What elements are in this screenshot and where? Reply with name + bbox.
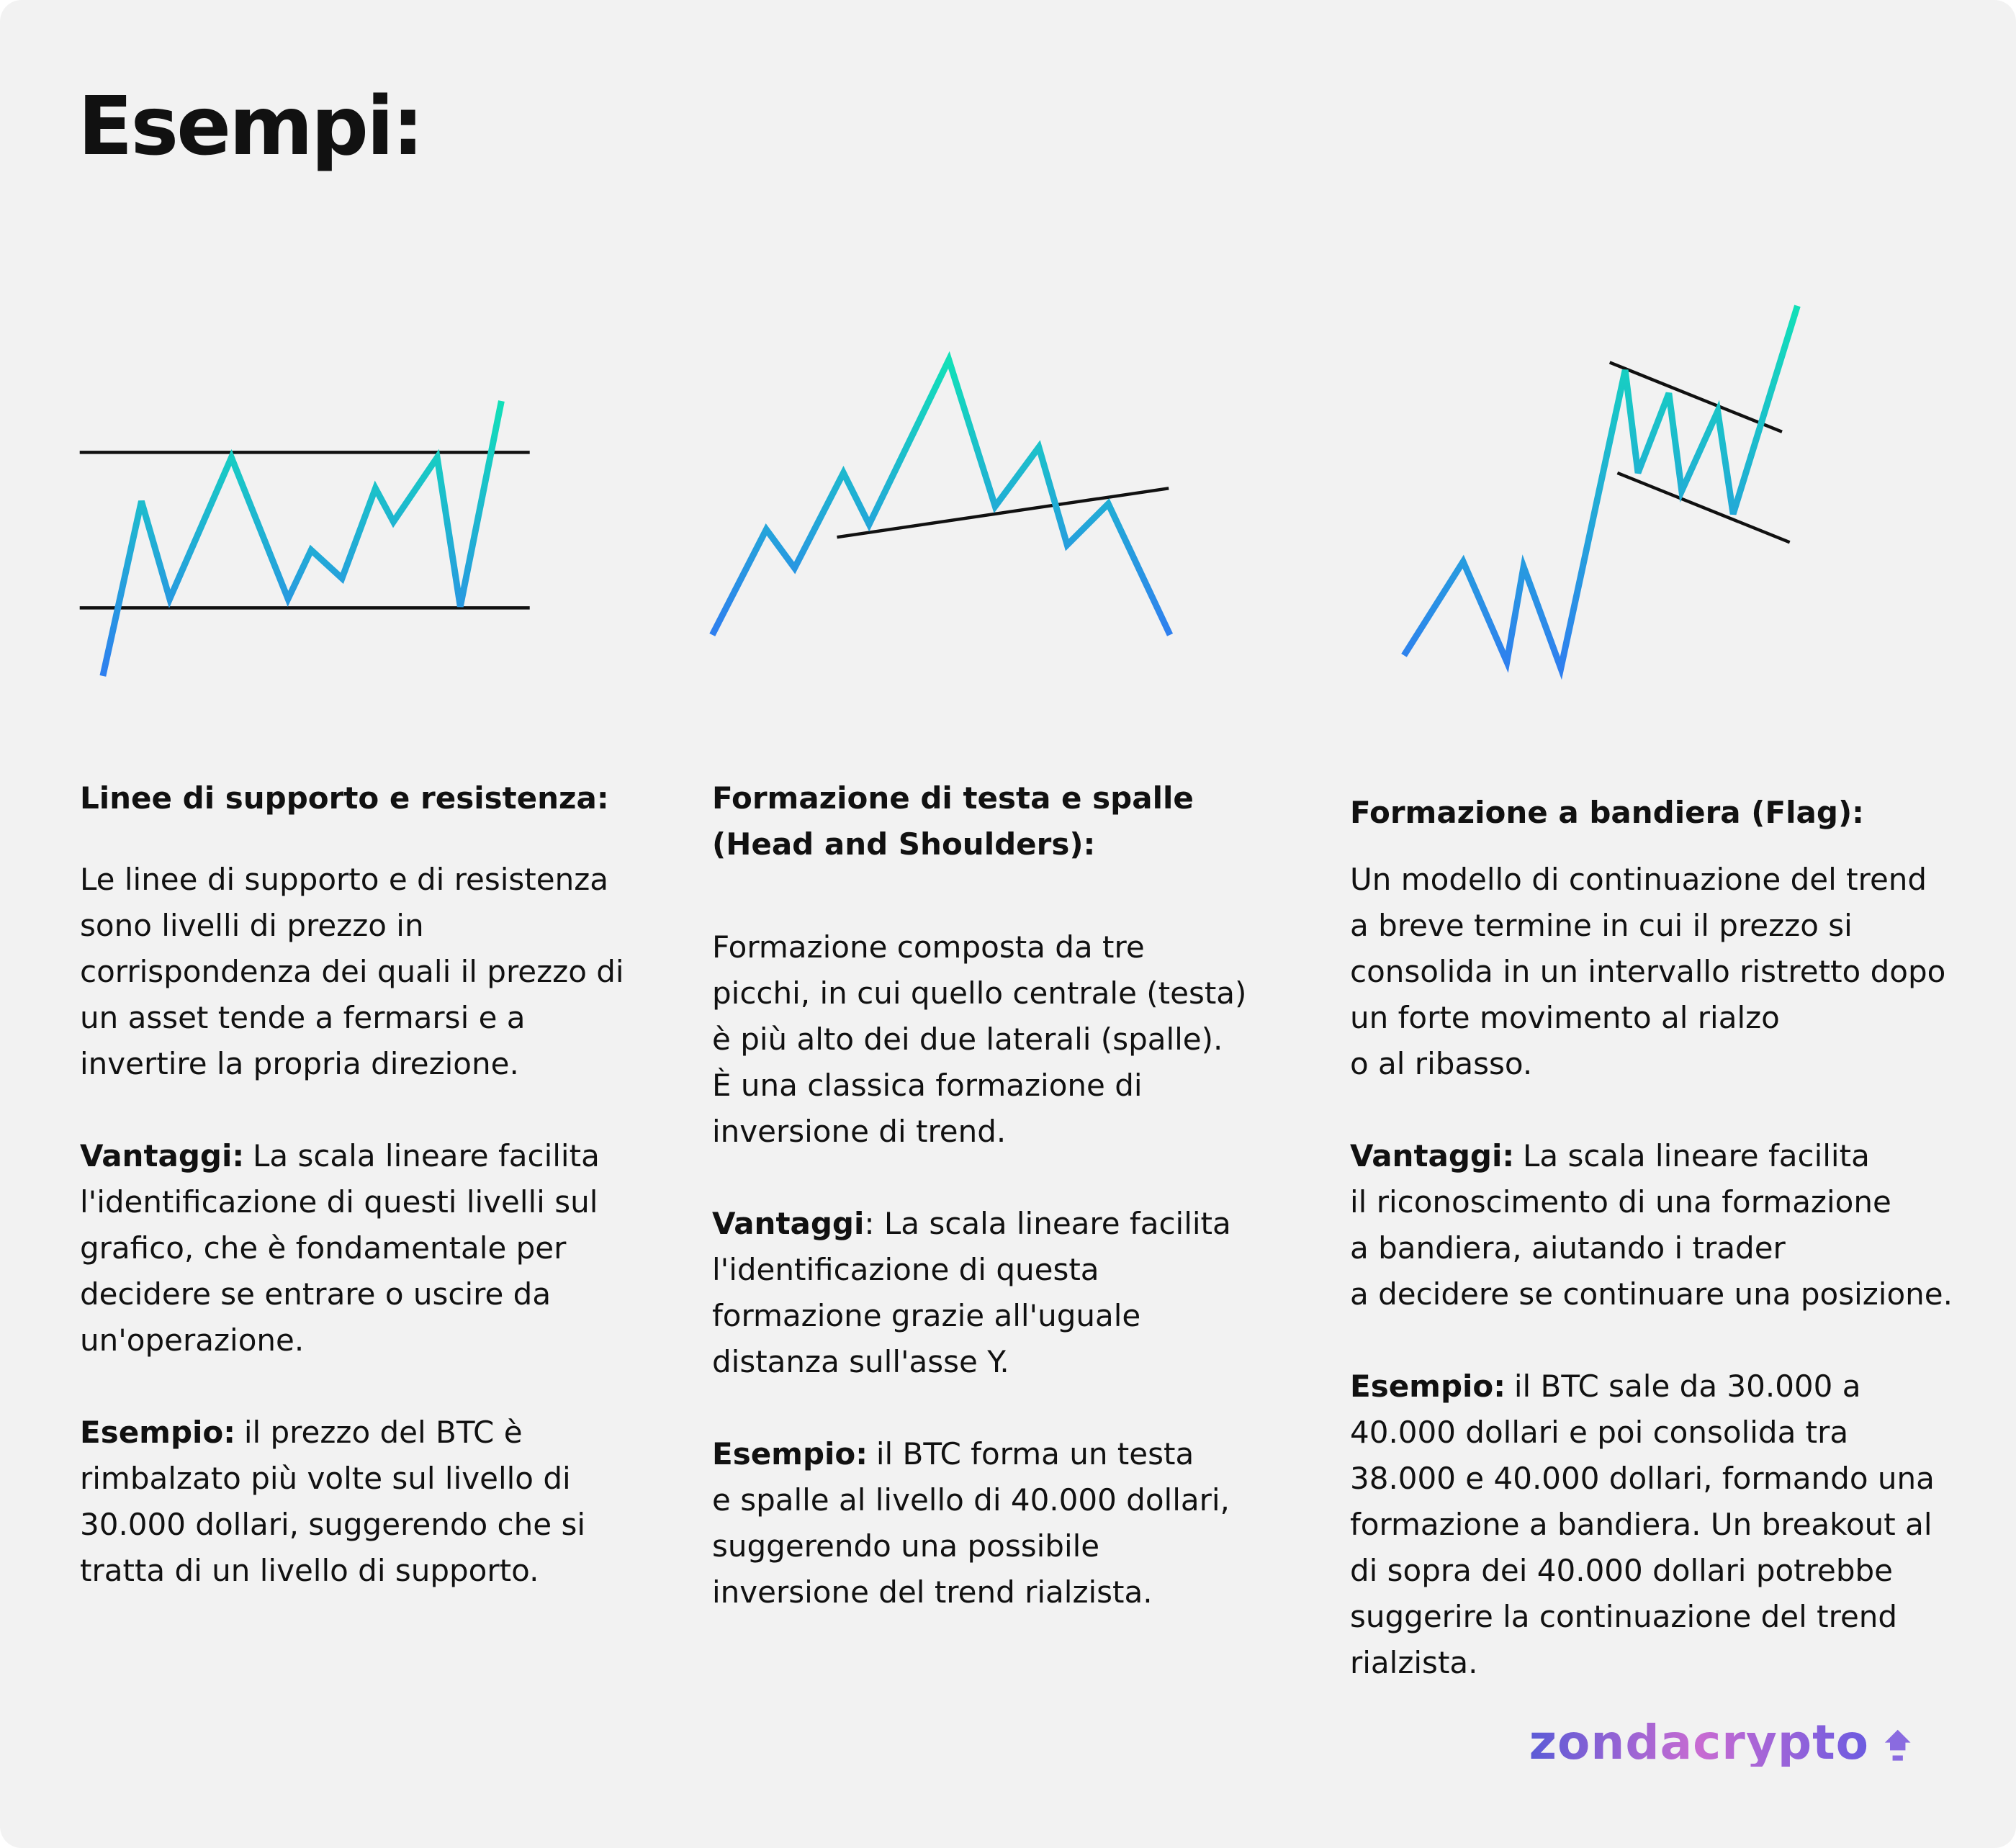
text-line: a breve termine in cui il prezzo si <box>1350 908 1853 943</box>
text-line: a decidere se continuare una posizione. <box>1350 1276 1953 1312</box>
text-line: consolida in un intervallo ristretto dop… <box>1350 954 1946 989</box>
text-line: Le linee di supporto e di resistenza <box>80 862 609 897</box>
column: Formazione di testa e spalle (Head and Sh… <box>712 775 1246 1662</box>
text-line: o al ribasso. <box>1350 1046 1533 1081</box>
bold-lead: Esempio: <box>1350 1369 1506 1404</box>
bold-lead: Vantaggi: <box>1350 1138 1515 1173</box>
text-line: Vantaggi: La scala lineare facilita <box>1350 1133 1953 1179</box>
paragraph: Un modello di continuazione del trend a b… <box>1350 857 1953 1087</box>
text-line: di sopra dei 40.000 dollari potrebbe <box>1350 1553 1893 1588</box>
heading-line: (Head and Shoulders): <box>712 826 1096 862</box>
text-line: Formazione composta da tre <box>712 929 1145 965</box>
paragraph: Vantaggi: La scala lineare facilita l'ide… <box>712 1201 1246 1385</box>
text-line: è più alto dei due laterali (spalle). <box>712 1022 1223 1057</box>
paragraph: Esempio: il BTC sale da 30.000 a 40.000 do… <box>1350 1364 1953 1686</box>
bold-lead: Vantaggi <box>712 1206 865 1241</box>
text-line: suggerire la continuazione del trend <box>1350 1599 1898 1634</box>
column-body: Le linee di supporto e di resistenza sono… <box>80 857 624 1594</box>
flag-top-line <box>1608 361 1783 433</box>
bold-lead: Esempio: <box>712 1436 868 1471</box>
text: La scala lineare facilita <box>1522 1138 1870 1173</box>
logo: zondacrypto <box>1529 1715 1869 1770</box>
text-line: picchi, in cui quello centrale (testa) <box>712 975 1247 1011</box>
price-line <box>99 400 505 677</box>
text-line: decidere se entrare o uscire da <box>80 1276 552 1312</box>
text-line: 30.000 dollari, suggerendo che si <box>80 1507 586 1542</box>
neckline <box>837 487 1169 539</box>
bold-lead: Vantaggi: <box>80 1138 245 1173</box>
text-line: Un modello di continuazione del trend <box>1350 862 1927 897</box>
column: Linee di supporto e resistenza: Le linee … <box>80 775 624 1640</box>
column-heading: Linee di supporto e resistenza: <box>80 775 624 821</box>
head-shoulders-sketch <box>709 351 1174 636</box>
text-line: un'operazione. <box>80 1322 305 1358</box>
logo-icon <box>1884 1729 1911 1761</box>
support-resistance-sketch <box>79 400 530 677</box>
text: La scala lineare facilita <box>252 1138 600 1173</box>
heading-line: Formazione di testa e spalle <box>712 780 1194 816</box>
text: il prezzo del BTC è <box>243 1415 523 1450</box>
column-body: Formazione composta da tre picchi, in cui… <box>712 924 1246 1615</box>
text-line: invertire la propria direzione. <box>80 1046 519 1081</box>
bold-lead: Esempio: <box>80 1415 236 1450</box>
text-line: Vantaggi: La scala lineare facilita <box>712 1201 1246 1247</box>
text-line: rimbalzato più volte sul livello di <box>80 1461 571 1496</box>
price-line <box>1401 305 1801 680</box>
text-line: un asset tende a fermarsi e a <box>80 1000 526 1035</box>
text-line: distanza sull'asse Y. <box>712 1344 1009 1379</box>
text-line: e spalle al livello di 40.000 dollari, <box>712 1482 1230 1518</box>
column-heading: Formazione a bandiera (Flag): <box>1350 790 1953 836</box>
paragraph: Vantaggi: La scala lineare facilita il ric… <box>1350 1133 1953 1317</box>
paragraph: Formazione composta da tre picchi, in cui… <box>712 924 1246 1155</box>
text-line: Esempio: il BTC sale da 30.000 a <box>1350 1364 1953 1410</box>
text-line: il riconoscimento di una formazione <box>1350 1184 1891 1220</box>
column-body: Un modello di continuazione del trend a b… <box>1350 857 1953 1686</box>
text-line: inversione del trend rialzista. <box>712 1574 1153 1610</box>
heading-line: Linee di supporto e resistenza: <box>80 780 609 816</box>
title: Esempi: <box>78 80 424 173</box>
text-line: corrispondenza dei quali il prezzo di <box>80 954 624 989</box>
paragraph: Esempio: il prezzo del BTC è rimbalzato pi… <box>80 1410 624 1594</box>
text-line: suggerendo una possibile <box>712 1528 1100 1564</box>
text-line: 38.000 e 40.000 dollari, formando una <box>1350 1461 1935 1496</box>
text-line: tratta di un livello di supporto. <box>80 1553 539 1588</box>
paragraph: Esempio: il BTC forma un testa e spalle al… <box>712 1431 1246 1615</box>
text-line: l'identificazione di questi livelli sul <box>80 1184 598 1220</box>
paragraph: Vantaggi: La scala lineare facilita l'iden… <box>80 1133 624 1364</box>
heading-line: Formazione a bandiera (Flag): <box>1350 795 1864 830</box>
text-line: inversione di trend. <box>712 1114 1007 1149</box>
text: il BTC sale da 30.000 a <box>1513 1369 1861 1404</box>
text-line: rialzista. <box>1350 1645 1478 1680</box>
column: Formazione a bandiera (Flag): Un modello … <box>1350 790 1953 1732</box>
flag-bottom-line <box>1616 471 1791 544</box>
text-line: formazione a bandiera. Un breakout al <box>1350 1507 1932 1542</box>
text-line: È una classica formazione di <box>712 1068 1143 1103</box>
text: : La scala lineare facilita <box>864 1206 1231 1241</box>
text-line: a bandiera, aiutando i trader <box>1350 1230 1786 1266</box>
text-line: sono livelli di prezzo in <box>80 908 424 943</box>
text-line: Esempio: il prezzo del BTC è <box>80 1410 624 1456</box>
flag-sketch <box>1401 305 1801 680</box>
text: il BTC forma un testa <box>876 1436 1194 1471</box>
text-line: un forte movimento al rialzo <box>1350 1000 1780 1035</box>
column-heading: Formazione di testa e spalle (Head and Sh… <box>712 775 1246 867</box>
text-line: Vantaggi: La scala lineare facilita <box>80 1133 624 1179</box>
paragraph: Le linee di supporto e di resistenza sono… <box>80 857 624 1087</box>
price-line <box>709 351 1174 636</box>
text-line: formazione grazie all'uguale <box>712 1298 1141 1333</box>
text-line: l'identificazione di questa <box>712 1252 1099 1287</box>
text-line: Esempio: il BTC forma un testa <box>712 1431 1246 1477</box>
text-line: grafico, che è fondamentale per <box>80 1230 567 1266</box>
text-line: 40.000 dollari e poi consolida tra <box>1350 1415 1849 1450</box>
